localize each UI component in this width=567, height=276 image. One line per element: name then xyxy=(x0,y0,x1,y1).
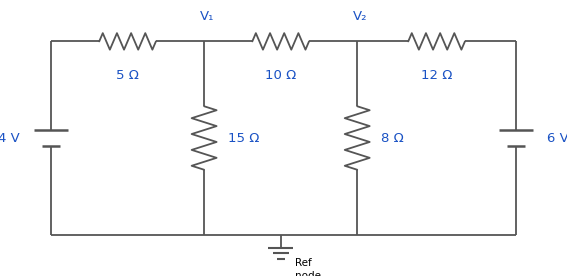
Text: 10 Ω: 10 Ω xyxy=(265,69,297,82)
Text: 12 Ω: 12 Ω xyxy=(421,69,452,82)
Text: V₁: V₁ xyxy=(200,10,214,23)
Text: 15 Ω: 15 Ω xyxy=(228,131,259,145)
Text: 8 Ω: 8 Ω xyxy=(381,131,404,145)
Text: 5 Ω: 5 Ω xyxy=(116,69,139,82)
Text: V₂: V₂ xyxy=(353,10,367,23)
Text: Ref
node: Ref node xyxy=(295,258,321,276)
Text: 6 V: 6 V xyxy=(547,131,567,145)
Text: 4 V: 4 V xyxy=(0,131,20,145)
